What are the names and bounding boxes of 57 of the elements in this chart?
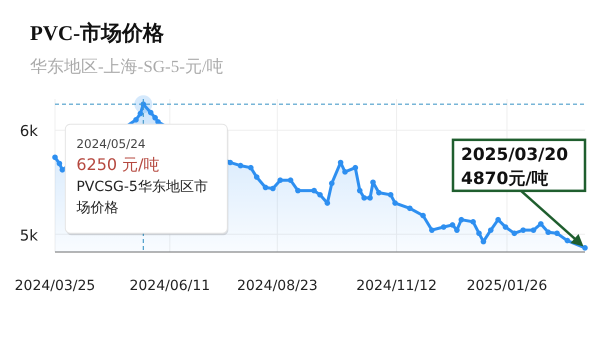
- point: [317, 192, 323, 198]
- x-tick-label: 2024/03/25: [14, 278, 96, 294]
- point: [152, 114, 158, 121]
- point: [270, 186, 276, 192]
- point: [138, 110, 144, 116]
- point: [361, 195, 367, 201]
- point: [352, 164, 358, 170]
- point: [502, 224, 508, 230]
- point: [512, 230, 518, 236]
- point: [254, 174, 260, 180]
- point: [388, 192, 394, 198]
- point: [530, 227, 536, 233]
- point: [295, 188, 301, 194]
- point: [392, 200, 398, 206]
- x-tick-label: 2024/08/23: [236, 278, 318, 294]
- point: [367, 195, 373, 201]
- annotation: 2024/05/24 6250 元/吨 PVCSG-5华东地区市场价格: [75, 137, 208, 216]
- point: [429, 227, 435, 233]
- point: [407, 205, 413, 212]
- point: [470, 219, 476, 225]
- point: [311, 188, 317, 194]
- y-tick-label: 6k: [20, 122, 38, 140]
- point: [495, 216, 501, 223]
- point: [582, 245, 588, 251]
- point: [545, 229, 551, 236]
- point: [520, 227, 526, 233]
- point: [288, 177, 294, 183]
- point: [133, 117, 139, 123]
- point: [356, 188, 363, 194]
- point: [56, 160, 62, 166]
- point: [52, 154, 58, 160]
- point: [248, 164, 254, 170]
- point: [554, 230, 560, 236]
- chart-subtitle: 华东地区-上海-SG-5-元/吨: [30, 57, 224, 76]
- point: [60, 166, 66, 173]
- point: [440, 224, 446, 230]
- point: [450, 222, 456, 228]
- point: [376, 190, 382, 196]
- point: [420, 212, 426, 218]
- point: [342, 169, 348, 175]
- point: [262, 184, 268, 190]
- annotation: 2025/03/20 4870元/吨: [461, 144, 568, 189]
- point: [564, 238, 570, 244]
- y-tick-label: 5k: [20, 226, 38, 244]
- point: [148, 110, 154, 116]
- point: [458, 216, 464, 223]
- point: [277, 177, 284, 183]
- point: [238, 162, 244, 168]
- point: [538, 221, 544, 227]
- point: [476, 230, 482, 236]
- point: [328, 180, 335, 186]
- x-tick-label: 2024/11/12: [356, 278, 437, 294]
- point: [488, 227, 494, 233]
- chart-title: PVC-市场价格: [30, 21, 166, 45]
- x-tick-label: 2024/06/11: [129, 278, 210, 294]
- x-tick-label: 2025/01/26: [466, 278, 548, 294]
- point: [227, 160, 233, 166]
